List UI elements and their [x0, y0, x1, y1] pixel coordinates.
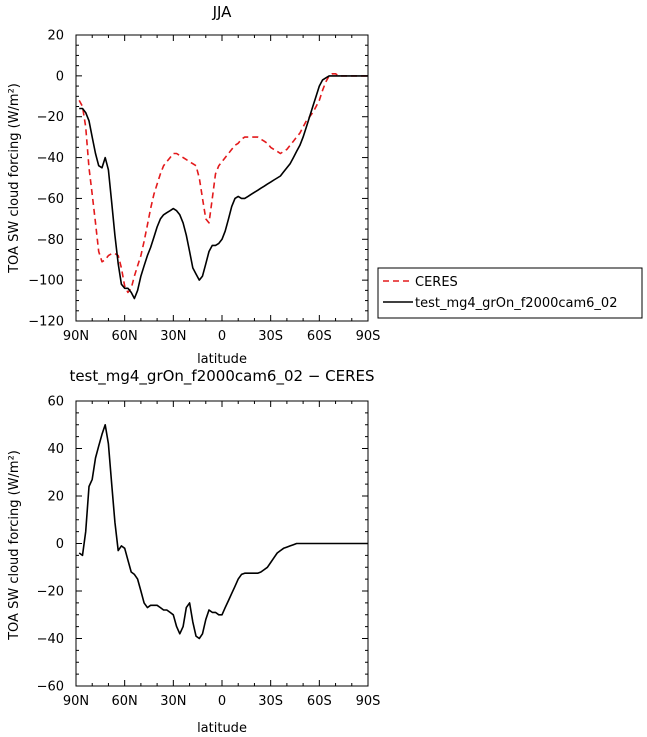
series-line-diff-0 — [78, 423, 368, 640]
legend: CERES test_mg4_grOn_f2000cam6_02 — [377, 267, 643, 319]
y-tick-label: 20 — [47, 490, 64, 505]
x-tick-label: 30S — [258, 329, 283, 344]
x-tick-label: 0 — [218, 329, 226, 344]
x-tick-label: 90N — [63, 329, 89, 344]
y-tick-label: 0 — [56, 537, 64, 552]
x-tick-label: 90S — [356, 694, 381, 709]
y-tick-label: −60 — [37, 192, 64, 207]
y-tick-label: 20 — [47, 29, 64, 44]
x-tick-label: 90S — [356, 329, 381, 344]
y-axis-label: TOA SW cloud forcing (W/m²) — [7, 450, 22, 641]
x-tick-label: 60N — [112, 694, 138, 709]
series-line-ceres — [78, 73, 368, 294]
chart-title: JJA — [212, 3, 233, 21]
bottom-panel: test_mg4_grOn_f2000cam6_02 − CERES latit… — [7, 367, 380, 736]
chart-title: test_mg4_grOn_f2000cam6_02 − CERES — [69, 367, 374, 386]
legend-box — [377, 267, 643, 319]
legend-label-model: test_mg4_grOn_f2000cam6_02 — [415, 296, 617, 311]
x-tick-label: 30N — [160, 694, 186, 709]
y-axis-label: TOA SW cloud forcing (W/m²) — [7, 83, 22, 274]
y-tick-label: −40 — [37, 632, 64, 647]
y-tick-label: −40 — [37, 151, 64, 166]
x-tick-label: 60S — [307, 329, 332, 344]
y-tick-label: −100 — [28, 274, 64, 289]
x-tick-label: 0 — [218, 694, 226, 709]
x-tick-label: 90N — [63, 694, 89, 709]
x-axis-label: latitude — [197, 352, 247, 367]
x-tick-label: 60S — [307, 694, 332, 709]
y-tick-label: 40 — [47, 442, 64, 457]
y-tick-label: 60 — [47, 395, 64, 410]
y-tick-label: −60 — [37, 680, 64, 695]
legend-label-ceres: CERES — [415, 275, 458, 290]
series-line-test-mg4-gron-f2000cam6-02 — [79, 75, 368, 300]
y-tick-label: −20 — [37, 110, 64, 125]
y-tick-label: −80 — [37, 233, 64, 248]
x-axis-label: latitude — [197, 721, 247, 736]
x-tick-label: 30S — [258, 694, 283, 709]
y-tick-label: −120 — [28, 315, 64, 330]
x-tick-label: 60N — [112, 329, 138, 344]
y-tick-label: 0 — [56, 69, 64, 84]
top-panel: JJA latitude TOA SW cloud forcing (W/m²)… — [7, 3, 380, 367]
x-tick-label: 30N — [160, 329, 186, 344]
y-tick-label: −20 — [37, 585, 64, 600]
